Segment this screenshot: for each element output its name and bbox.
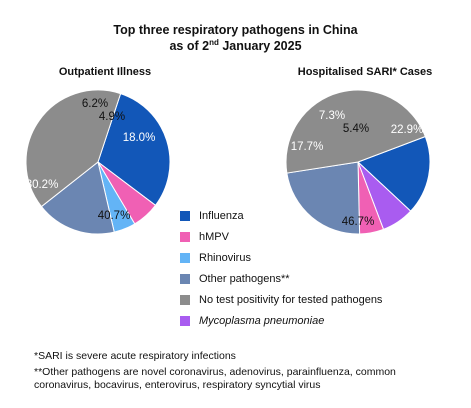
legend-label-hmpv: hMPV [199,231,229,243]
legend-swatch-influenza [180,211,190,221]
pie-0-label-influenza: 30.2% [26,179,59,191]
legend-item-rhinovirus: Rhinovirus [180,252,251,264]
hospital-chart-title: Hospitalised SARI* Cases [297,66,433,78]
pie-0-label-none: 40.7% [98,210,131,222]
legend-swatch-mycoplasma [180,316,190,326]
title-date-rest: January 2025 [218,39,302,53]
legend-label-influenza: Influenza [199,210,244,222]
footnote-line-1: *SARI is severe acute respiratory infect… [34,350,236,362]
legend-item-other: Other pathogens** [180,273,290,285]
legend-item-none: No test positivity for tested pathogens [180,294,382,306]
legend-item-mycoplasma: Mycoplasma pneumoniae [180,315,324,327]
legend-label-other: Other pathogens** [199,273,290,285]
pie-0-label-other: 18.0% [123,132,156,144]
legend-swatch-rhinovirus [180,253,190,263]
pie-1-label-hmpv: 5.4% [343,123,369,135]
pie-1-label-influenza: 17.7% [291,141,324,153]
pie-0-slice-other [40,161,115,235]
legend-item-influenza: Influenza [180,210,244,222]
legend-label-none: No test positivity for tested pathogens [199,294,383,306]
title-line-2: as of 2nd January 2025 [0,38,471,54]
legend-item-hmpv: hMPV [180,231,229,243]
pie-1-slice-other [286,161,361,235]
pie-1-slice-none [285,89,426,174]
legend-label-rhinovirus: Rhinovirus [199,252,251,264]
pie-1-label-none: 46.7% [342,216,375,228]
legend-label-mycoplasma: Mycoplasma pneumoniae [199,315,325,327]
chart-title: Top three respiratory pathogens in China… [0,22,471,54]
legend-swatch-none [180,295,190,305]
pie-1-slice-influenza [357,135,431,212]
pie-0-label-hmpv: 6.2% [82,98,108,110]
title-date-suffix: nd [209,37,219,47]
footnote-line-3: coronavirus, bocavirus, enterovirus, res… [34,379,321,391]
title-date-prefix: as of 2 [169,39,210,53]
pie-0-slice-influenza [97,93,171,207]
pie-0-label-rhinovirus: 4.9% [99,111,125,123]
outpatient-chart-title: Outpatient Illness [58,66,152,78]
pie-1-label-other: 22.9% [391,124,424,136]
footnote-line-2: **Other pathogens are novel coronavirus,… [34,366,396,378]
title-line-1: Top three respiratory pathogens in China [113,23,358,37]
legend-swatch-hmpv [180,232,190,242]
pie-0-slice-none [25,89,122,208]
pie-1-label-mycoplasma: 7.3% [319,110,345,122]
legend-swatch-other [180,274,190,284]
